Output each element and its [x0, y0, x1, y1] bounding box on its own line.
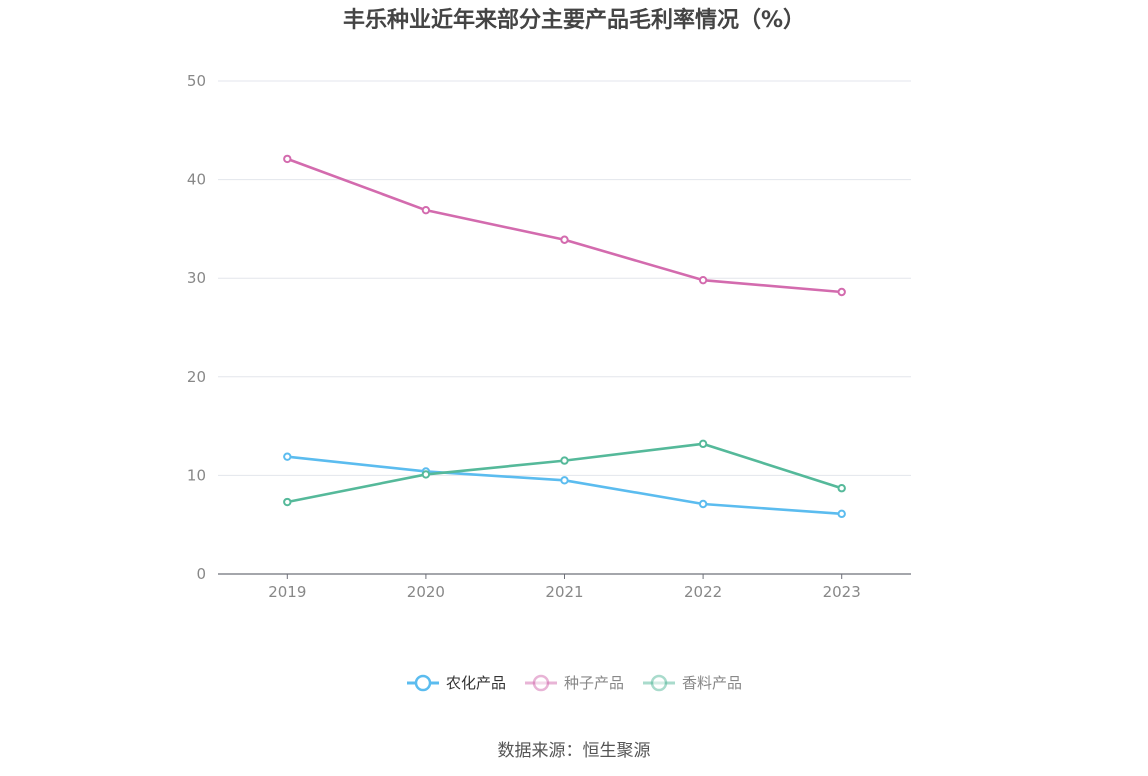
- source-note: 数据来源：恒生聚源: [497, 741, 651, 761]
- y-tick-label: 40: [187, 171, 206, 189]
- data-point[interactable]: [560, 476, 569, 485]
- data-point[interactable]: [698, 499, 708, 509]
- legend-label: 种子产品: [563, 674, 624, 692]
- series-layer: [283, 154, 846, 519]
- x-tick-label: 2023: [823, 583, 861, 601]
- series-0: [283, 452, 846, 519]
- data-point[interactable]: [837, 484, 846, 493]
- series-1: [283, 154, 846, 297]
- series-line: [286, 157, 842, 294]
- y-tick-label: 50: [187, 72, 206, 90]
- series-line: [287, 442, 843, 504]
- legend-label: 农化产品: [445, 674, 506, 692]
- chart-title: 丰乐种业近年来部分主要产品毛利率情况（%）: [342, 8, 806, 33]
- grid-lines: [218, 80, 911, 476]
- x-tick-label: 2022: [684, 583, 722, 601]
- data-point[interactable]: [283, 497, 292, 507]
- data-point[interactable]: [698, 439, 708, 449]
- x-tick-label: 2020: [407, 583, 445, 601]
- data-point[interactable]: [698, 275, 708, 285]
- data-point[interactable]: [837, 509, 846, 519]
- x-tick-label: 2021: [545, 583, 583, 601]
- legend-label: 香料产品: [682, 674, 743, 692]
- legend-line-icon: [524, 674, 557, 691]
- data-point[interactable]: [560, 456, 569, 465]
- axes: 0 10 20 30 40 50 2019 2020 2021 2022 2023: [187, 72, 911, 601]
- legend-item[interactable]: 香料产品: [642, 672, 742, 693]
- legend-line-icon: [643, 674, 675, 691]
- data-point[interactable]: [421, 470, 431, 479]
- legend-line-icon: [406, 674, 439, 691]
- data-point[interactable]: [283, 154, 292, 164]
- y-tick-label: 0: [196, 565, 206, 583]
- y-tick-label: 10: [187, 466, 206, 484]
- legend: 农化产品 种子产品 香料产品: [0, 672, 1148, 693]
- x-tick-label: 2019: [268, 583, 306, 601]
- data-point[interactable]: [837, 287, 846, 297]
- data-point[interactable]: [283, 452, 292, 461]
- line-chart: 0 10 20 30 40 50 2019 2020 2021 2022 2023: [187, 72, 911, 601]
- y-tick-label: 30: [187, 269, 206, 287]
- data-point[interactable]: [560, 235, 569, 244]
- legend-item[interactable]: 农化产品: [406, 672, 506, 693]
- legend-item[interactable]: 种子产品: [524, 672, 624, 693]
- series-2: [283, 439, 846, 507]
- y-tick-label: 20: [187, 368, 206, 386]
- data-point[interactable]: [421, 205, 431, 215]
